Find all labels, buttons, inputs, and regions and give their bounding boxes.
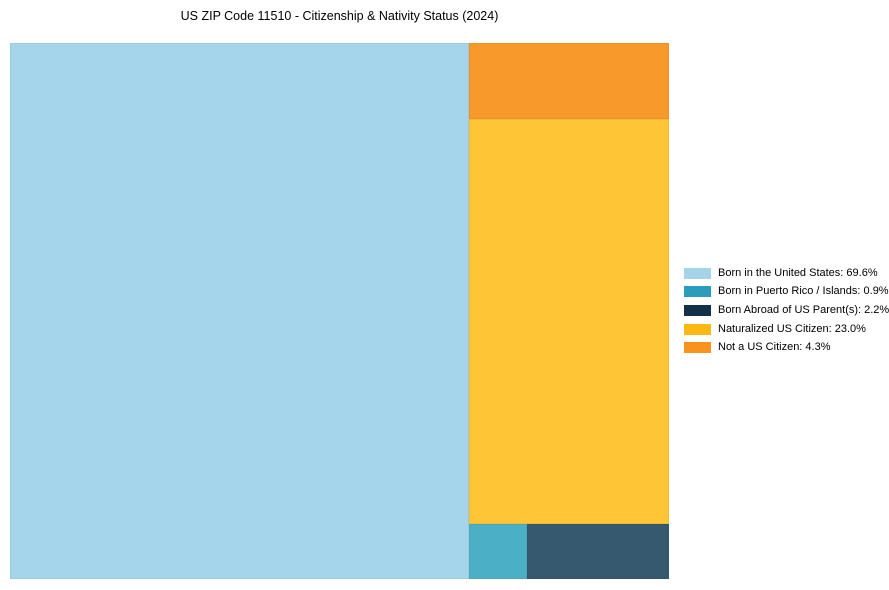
treemap-tile-not-citizen[interactable] bbox=[468, 43, 669, 119]
legend-label: Born Abroad of US Parent(s): 2.2% bbox=[718, 303, 889, 316]
legend-swatch-not-citizen bbox=[684, 342, 711, 354]
legend: Born in the United States: 69.6% Born in … bbox=[684, 264, 889, 357]
legend-label: Not a US Citizen: 4.3% bbox=[718, 341, 831, 354]
legend-label: Born in the United States: 69.6% bbox=[718, 266, 878, 279]
legend-item-not-citizen[interactable]: Not a US Citizen: 4.3% bbox=[684, 338, 884, 357]
treemap-tile-born-abroad[interactable] bbox=[526, 524, 669, 579]
treemap-tile-born-us[interactable] bbox=[10, 43, 469, 579]
legend-swatch-born-pr bbox=[684, 286, 711, 298]
legend-swatch-born-abroad bbox=[684, 304, 711, 316]
legend-item-naturalized[interactable]: Naturalized US Citizen: 23.0% bbox=[684, 320, 884, 339]
treemap-plot bbox=[10, 43, 669, 579]
legend-item-born-abroad[interactable]: Born Abroad of US Parent(s): 2.2% bbox=[684, 301, 889, 320]
treemap-tile-born-pr[interactable] bbox=[468, 524, 527, 579]
legend-swatch-naturalized bbox=[684, 323, 711, 335]
legend-item-born-pr[interactable]: Born in Puerto Rico / Islands: 0.9% bbox=[684, 283, 889, 302]
legend-label: Naturalized US Citizen: 23.0% bbox=[718, 322, 866, 335]
chart-title: US ZIP Code 11510 - Citizenship & Nativi… bbox=[180, 9, 499, 23]
treemap-tile-naturalized[interactable] bbox=[468, 118, 669, 525]
legend-swatch-born-us bbox=[684, 267, 711, 279]
legend-item-born-us[interactable]: Born in the United States: 69.6% bbox=[684, 264, 884, 283]
legend-label: Born in Puerto Rico / Islands: 0.9% bbox=[718, 285, 889, 298]
